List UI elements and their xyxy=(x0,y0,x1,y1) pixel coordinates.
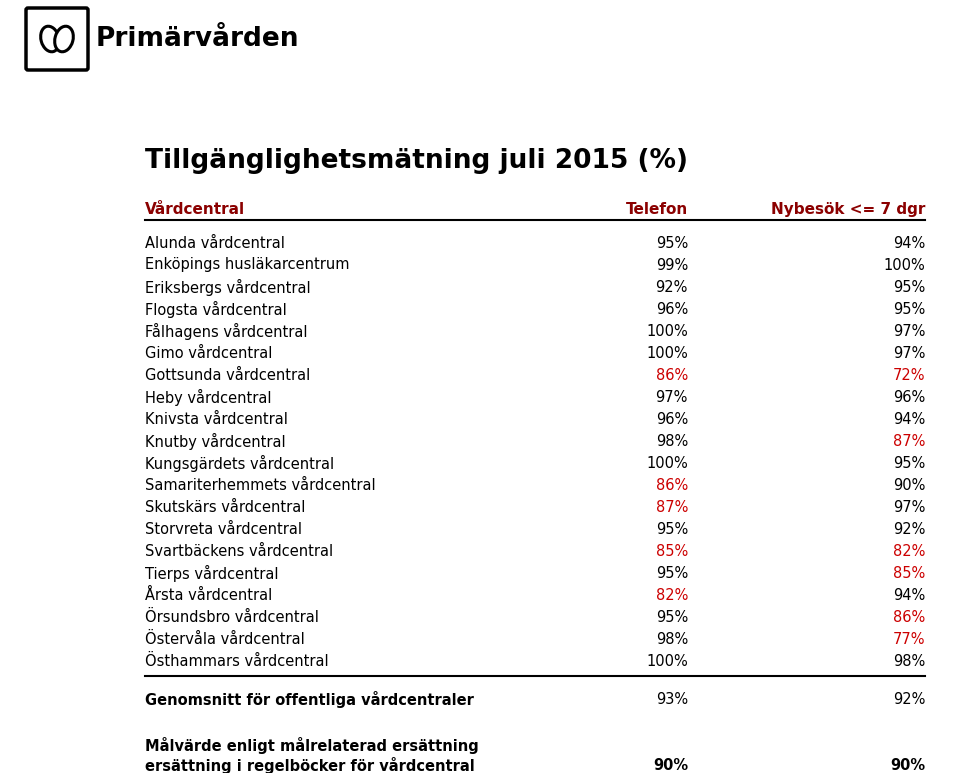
Text: 100%: 100% xyxy=(646,455,688,471)
Text: Vårdcentral: Vårdcentral xyxy=(145,202,245,217)
Text: 99%: 99% xyxy=(656,257,688,273)
Text: 98%: 98% xyxy=(893,653,925,669)
Text: Skutskärs vårdcentral: Skutskärs vårdcentral xyxy=(145,499,305,515)
Text: 97%: 97% xyxy=(656,390,688,404)
Text: 92%: 92% xyxy=(656,280,688,295)
Text: 77%: 77% xyxy=(893,632,925,646)
Text: Tillgänglighetsmätning juli 2015 (%): Tillgänglighetsmätning juli 2015 (%) xyxy=(145,148,688,174)
Text: 96%: 96% xyxy=(893,390,925,404)
Text: Alunda vårdcentral: Alunda vårdcentral xyxy=(145,236,285,250)
Text: 95%: 95% xyxy=(893,280,925,295)
Text: 98%: 98% xyxy=(656,632,688,646)
Text: Målvärde enligt målrelaterad ersättning: Målvärde enligt målrelaterad ersättning xyxy=(145,737,479,754)
Text: Nybesök <= 7 dgr: Nybesök <= 7 dgr xyxy=(771,202,925,217)
Text: Knutby vårdcentral: Knutby vårdcentral xyxy=(145,432,286,450)
Text: 94%: 94% xyxy=(893,587,925,602)
Text: Samariterhemmets vårdcentral: Samariterhemmets vårdcentral xyxy=(145,478,375,492)
Text: 96%: 96% xyxy=(656,301,688,316)
Text: 95%: 95% xyxy=(656,522,688,536)
Text: 82%: 82% xyxy=(656,587,688,602)
Text: 98%: 98% xyxy=(656,434,688,448)
Ellipse shape xyxy=(40,26,60,52)
Text: 96%: 96% xyxy=(656,411,688,427)
Text: Knivsta vårdcentral: Knivsta vårdcentral xyxy=(145,411,288,427)
Text: 86%: 86% xyxy=(893,609,925,625)
Text: 97%: 97% xyxy=(893,323,925,339)
Text: Heby vårdcentral: Heby vårdcentral xyxy=(145,389,272,406)
Text: 72%: 72% xyxy=(893,367,925,383)
Text: 100%: 100% xyxy=(646,323,688,339)
FancyBboxPatch shape xyxy=(26,8,88,70)
Text: 95%: 95% xyxy=(893,455,925,471)
Text: Örsundsbro vårdcentral: Örsundsbro vårdcentral xyxy=(145,609,319,625)
Text: 94%: 94% xyxy=(893,236,925,250)
Text: 90%: 90% xyxy=(893,478,925,492)
Text: Enköpings husläkarcentrum: Enköpings husläkarcentrum xyxy=(145,257,349,273)
Text: Eriksbergs vårdcentral: Eriksbergs vårdcentral xyxy=(145,278,311,295)
Text: 92%: 92% xyxy=(893,693,925,707)
Text: 87%: 87% xyxy=(893,434,925,448)
Text: 100%: 100% xyxy=(646,346,688,360)
Text: Storvreta vårdcentral: Storvreta vårdcentral xyxy=(145,522,302,536)
Text: ersättning i regelböcker för vårdcentral: ersättning i regelböcker för vårdcentral xyxy=(145,757,475,773)
Text: 95%: 95% xyxy=(656,609,688,625)
Text: Tierps vårdcentral: Tierps vårdcentral xyxy=(145,564,278,581)
Text: Östhammars vårdcentral: Östhammars vårdcentral xyxy=(145,653,328,669)
Text: Genomsnitt för offentliga vårdcentraler: Genomsnitt för offentliga vårdcentraler xyxy=(145,692,474,709)
Text: Gimo vårdcentral: Gimo vårdcentral xyxy=(145,346,273,360)
Text: Årsta vårdcentral: Årsta vårdcentral xyxy=(145,587,273,602)
Text: 85%: 85% xyxy=(656,543,688,559)
Text: Flogsta vårdcentral: Flogsta vårdcentral xyxy=(145,301,287,318)
Ellipse shape xyxy=(55,26,73,52)
Text: 90%: 90% xyxy=(890,758,925,772)
Text: 95%: 95% xyxy=(656,236,688,250)
Text: 86%: 86% xyxy=(656,367,688,383)
Text: 100%: 100% xyxy=(883,257,925,273)
Text: Kungsgärdets vårdcentral: Kungsgärdets vårdcentral xyxy=(145,455,334,472)
Text: 85%: 85% xyxy=(893,566,925,581)
Text: Gottsunda vårdcentral: Gottsunda vårdcentral xyxy=(145,367,310,383)
Text: Primärvården: Primärvården xyxy=(96,26,300,52)
Text: 95%: 95% xyxy=(893,301,925,316)
Text: 94%: 94% xyxy=(893,411,925,427)
Text: Fålhagens vårdcentral: Fålhagens vårdcentral xyxy=(145,322,307,339)
Text: 82%: 82% xyxy=(893,543,925,559)
Text: 97%: 97% xyxy=(893,499,925,515)
Text: 90%: 90% xyxy=(653,758,688,772)
Text: 97%: 97% xyxy=(893,346,925,360)
Text: 86%: 86% xyxy=(656,478,688,492)
Text: Telefon: Telefon xyxy=(626,202,688,217)
Text: 87%: 87% xyxy=(656,499,688,515)
Text: 100%: 100% xyxy=(646,653,688,669)
Text: Östervåla vårdcentral: Östervåla vårdcentral xyxy=(145,632,304,646)
Text: 95%: 95% xyxy=(656,566,688,581)
Text: 93%: 93% xyxy=(656,693,688,707)
Text: Svartbäckens vårdcentral: Svartbäckens vårdcentral xyxy=(145,543,333,559)
Text: 92%: 92% xyxy=(893,522,925,536)
